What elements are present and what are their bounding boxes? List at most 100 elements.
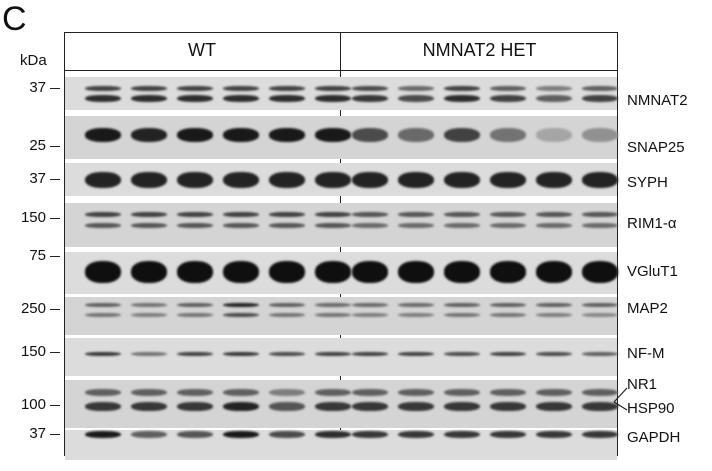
marker-100: 100 xyxy=(20,396,46,413)
protein-band xyxy=(85,313,121,317)
label-rim1-alpha: RIM1-α xyxy=(627,215,677,232)
protein-band xyxy=(536,211,572,217)
protein-band xyxy=(444,85,480,91)
protein-band xyxy=(131,401,167,411)
protein-band xyxy=(398,303,434,307)
label-hsp90: HSP90 xyxy=(627,400,675,417)
protein-band xyxy=(85,388,121,396)
protein-band xyxy=(315,211,351,217)
marker-37-bottom: 37 xyxy=(29,425,46,442)
marker-tick xyxy=(50,309,60,310)
panel-letter: C xyxy=(2,0,27,38)
protein-band xyxy=(177,261,213,283)
label-map2: MAP2 xyxy=(627,300,668,317)
protein-band xyxy=(536,172,572,188)
protein-band xyxy=(269,388,305,396)
unit-label: kDa xyxy=(20,52,47,69)
protein-band xyxy=(223,211,259,217)
protein-band xyxy=(582,94,618,102)
protein-band xyxy=(352,85,388,91)
protein-band xyxy=(177,94,213,102)
western-blot-image xyxy=(65,72,618,460)
protein-band xyxy=(131,128,167,142)
protein-band xyxy=(352,303,388,307)
protein-band xyxy=(223,352,259,356)
protein-band xyxy=(269,430,305,438)
label-nr1: NR1 xyxy=(627,376,658,393)
protein-band xyxy=(131,222,167,228)
protein-band xyxy=(223,430,259,438)
protein-band xyxy=(131,313,167,317)
protein-band xyxy=(131,94,167,102)
protein-band xyxy=(444,352,480,356)
protein-band xyxy=(582,222,618,228)
protein-band xyxy=(315,388,351,396)
protein-band xyxy=(85,94,121,102)
protein-band xyxy=(177,401,213,411)
protein-band xyxy=(444,94,480,102)
protein-band xyxy=(536,388,572,396)
protein-band xyxy=(536,94,572,102)
protein-band xyxy=(85,303,121,307)
protein-band xyxy=(223,85,259,91)
protein-band xyxy=(223,303,259,307)
protein-band xyxy=(315,85,351,91)
protein-band xyxy=(177,388,213,396)
marker-25: 25 xyxy=(29,137,46,154)
protein-band xyxy=(352,313,388,317)
protein-band xyxy=(582,388,618,396)
protein-band xyxy=(177,303,213,307)
protein-band xyxy=(444,401,480,411)
protein-band xyxy=(490,303,526,307)
blot-strip xyxy=(65,338,617,376)
protein-band xyxy=(352,94,388,102)
protein-band xyxy=(352,211,388,217)
marker-tick xyxy=(50,405,60,406)
protein-band xyxy=(398,222,434,228)
marker-150-top: 150 xyxy=(20,209,46,226)
protein-band xyxy=(131,211,167,217)
protein-band xyxy=(536,352,572,356)
protein-band xyxy=(490,401,526,411)
protein-band xyxy=(269,211,305,217)
protein-band xyxy=(269,313,305,317)
protein-band xyxy=(444,128,480,142)
label-gapdh: GAPDH xyxy=(627,429,681,446)
protein-band xyxy=(398,313,434,317)
protein-band xyxy=(582,430,618,438)
protein-band xyxy=(536,261,572,283)
protein-band xyxy=(490,211,526,217)
protein-band xyxy=(352,430,388,438)
protein-band xyxy=(490,388,526,396)
protein-band xyxy=(85,172,121,188)
protein-band xyxy=(352,261,388,283)
protein-band xyxy=(444,172,480,188)
protein-band xyxy=(315,94,351,102)
marker-tick xyxy=(50,434,60,435)
protein-band xyxy=(352,172,388,188)
protein-band xyxy=(398,94,434,102)
protein-band xyxy=(269,261,305,283)
label-snap25: SNAP25 xyxy=(627,139,685,156)
protein-band xyxy=(269,401,305,411)
protein-band xyxy=(398,261,434,283)
protein-band xyxy=(315,128,351,142)
protein-band xyxy=(85,352,121,356)
protein-band xyxy=(582,261,618,283)
protein-band xyxy=(177,172,213,188)
protein-band xyxy=(177,211,213,217)
label-vglut1: VGluT1 xyxy=(627,263,678,280)
protein-band xyxy=(85,261,121,283)
protein-band xyxy=(490,128,526,142)
protein-band xyxy=(444,313,480,317)
protein-band xyxy=(177,222,213,228)
protein-band xyxy=(398,85,434,91)
protein-band xyxy=(131,388,167,396)
protein-band xyxy=(536,85,572,91)
protein-band xyxy=(223,401,259,411)
label-connector xyxy=(613,387,628,411)
protein-band xyxy=(223,94,259,102)
protein-band xyxy=(398,128,434,142)
protein-band xyxy=(398,430,434,438)
marker-tick xyxy=(50,256,60,257)
